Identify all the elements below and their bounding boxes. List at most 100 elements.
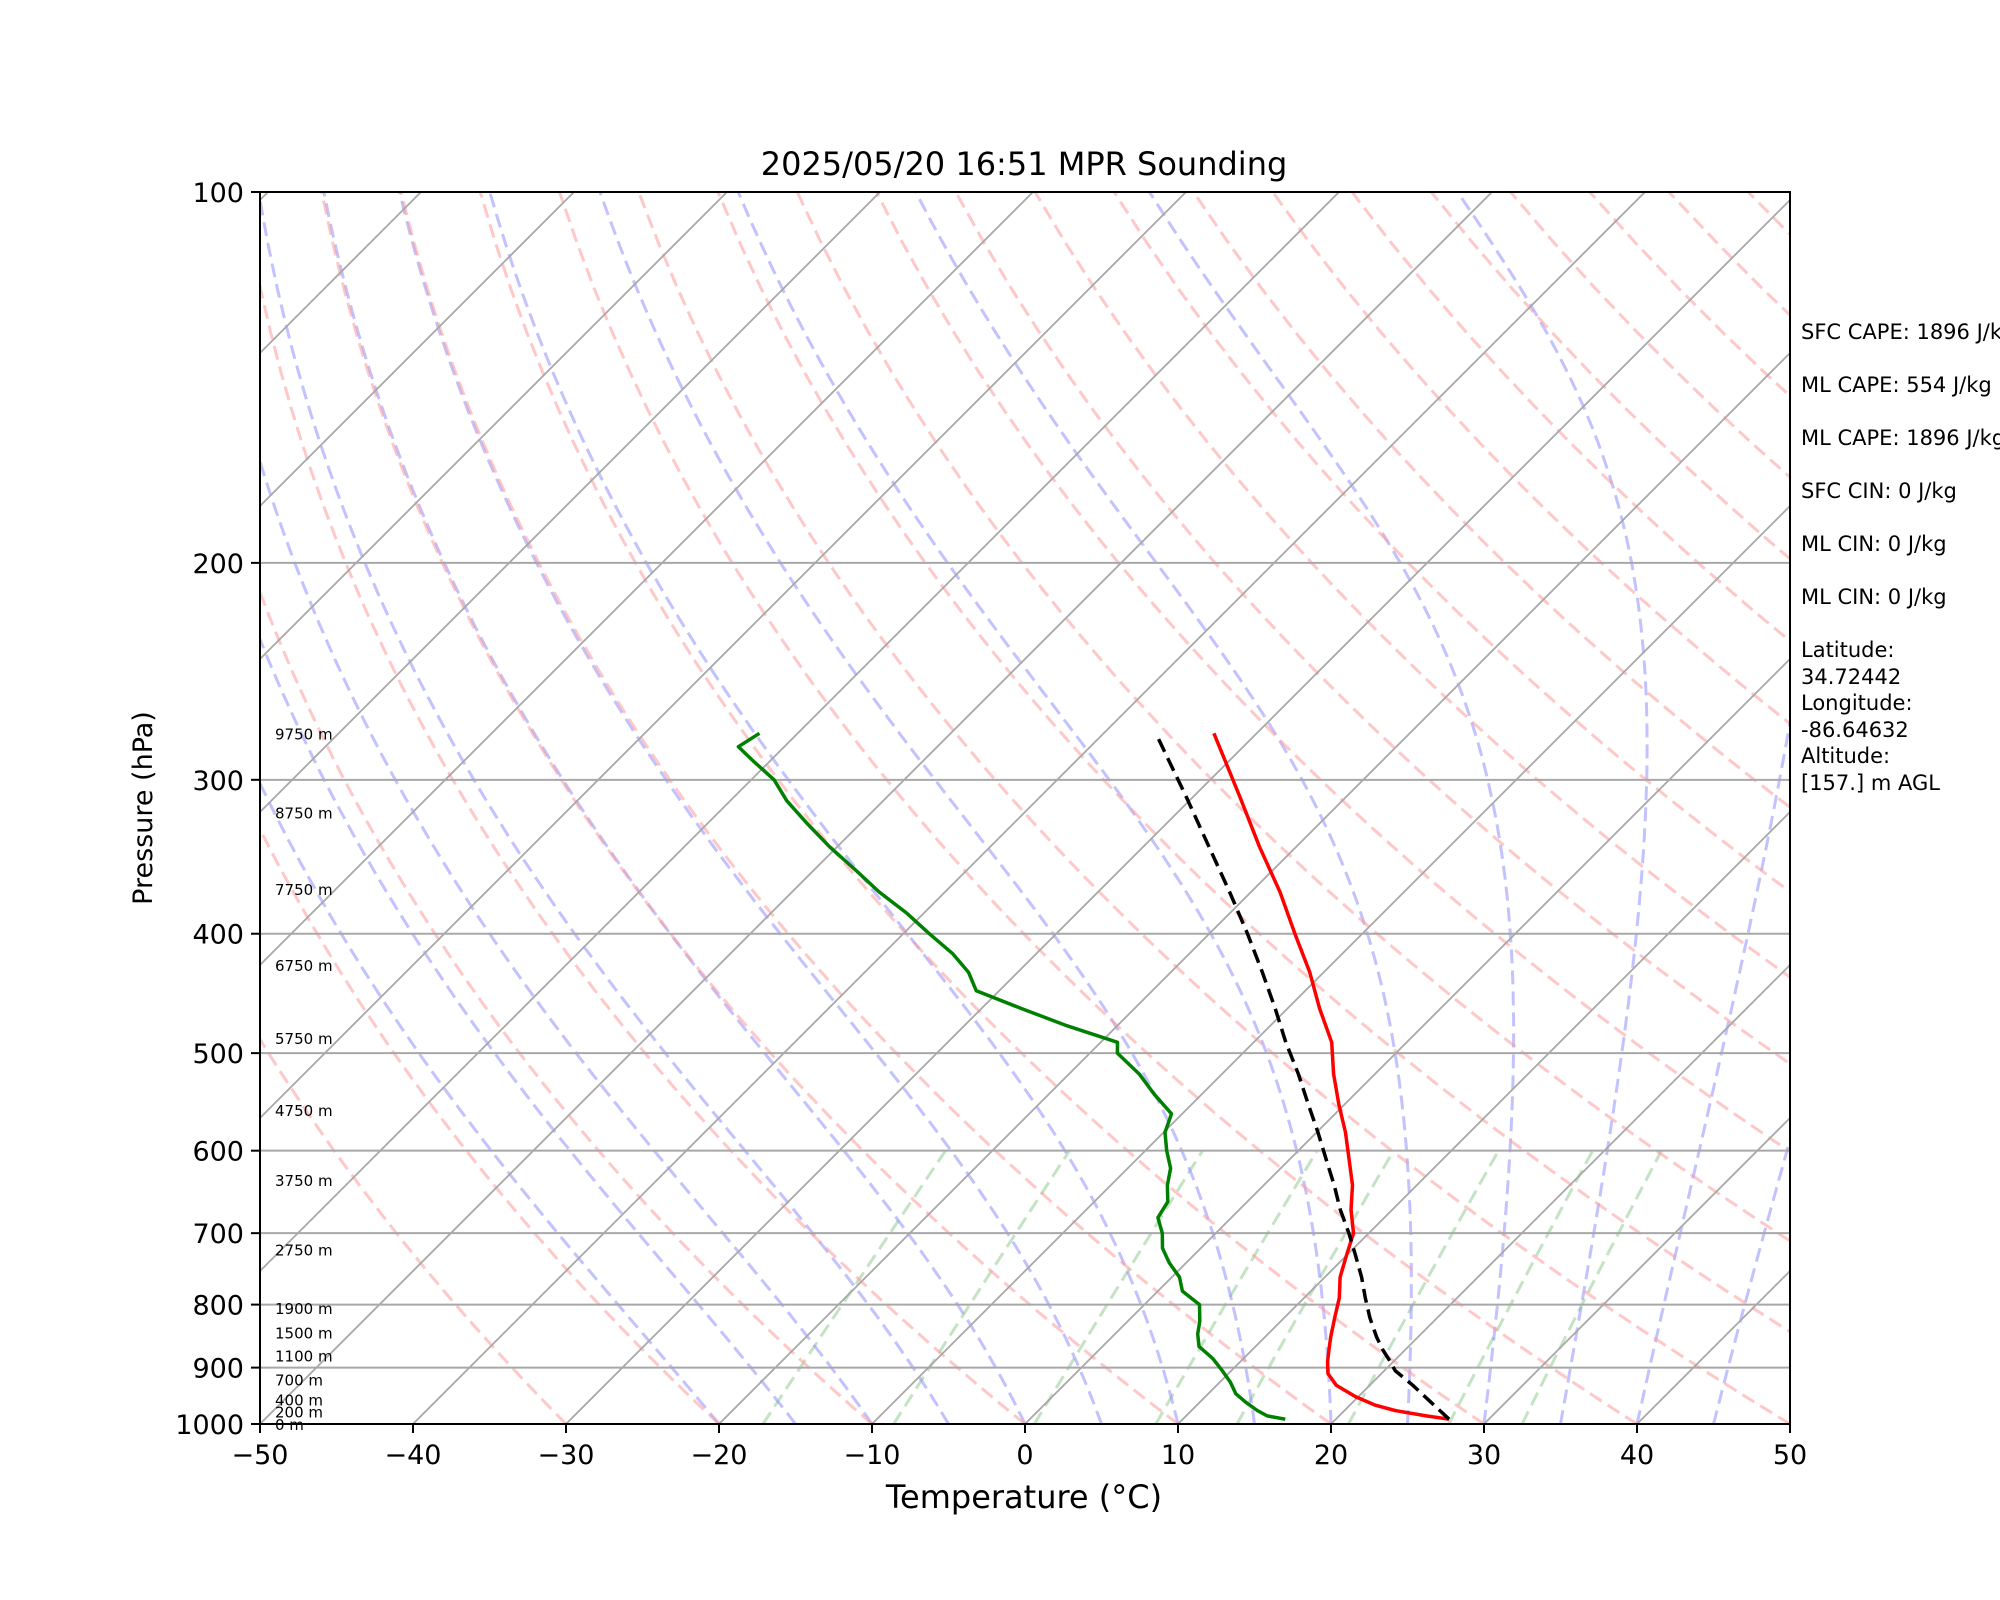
y-tick-label: 200 <box>192 549 244 580</box>
dry-adiabat-line <box>716 192 1790 1334</box>
profile-series <box>736 731 1451 1421</box>
isobars <box>260 561 1790 1369</box>
isotherm-line <box>260 192 575 508</box>
moist-adiabat-line <box>260 779 721 1424</box>
dry-adiabat-line <box>320 192 1179 1424</box>
isotherm-line <box>260 192 881 814</box>
y-tick-label: 600 <box>192 1137 244 1168</box>
isotherm-line <box>260 192 1187 1120</box>
parameter-annotation: ML CAPE: 1896 J/kg <box>1801 426 2000 450</box>
dry-adiabat-line <box>875 192 1790 1154</box>
moist-adiabat-line <box>1456 192 1649 1424</box>
parcel-profile-line <box>1154 732 1451 1421</box>
y-axis-label: Pressure (hPa) <box>128 711 159 905</box>
isotherm-line <box>1483 1116 1790 1424</box>
dry-adiabats <box>260 192 1790 1424</box>
x-tick-label: −40 <box>385 1440 442 1471</box>
y-tick-label: 300 <box>192 766 244 797</box>
height-label: 1100 m <box>275 1348 333 1366</box>
dry-adiabat-line <box>954 192 1790 1066</box>
height-label: 1500 m <box>275 1325 333 1343</box>
parameter-annotation: Latitude: 34.72442 <box>1801 638 1901 689</box>
y-tick-label: 100 <box>192 178 244 209</box>
mixing-ratio-line <box>761 1149 947 1424</box>
isotherm-line <box>1330 963 1790 1424</box>
height-label: 8750 m <box>275 805 333 823</box>
moist-adiabat-line <box>914 192 1413 1424</box>
parameter-annotation: SFC CAPE: 1896 J/kg <box>1801 320 2000 344</box>
x-tick-label: −50 <box>232 1440 289 1471</box>
isotherm-line <box>871 504 1790 1424</box>
isotherms <box>260 192 1790 1424</box>
moist-adiabat-line <box>1148 192 1516 1424</box>
isotherm-line <box>1024 657 1790 1424</box>
height-label: 6750 m <box>275 957 333 975</box>
x-tick-label: 40 <box>1620 1440 1654 1471</box>
parameter-annotation: ML CAPE: 554 J/kg <box>1801 373 1992 397</box>
moist-adiabat-line <box>322 192 1027 1424</box>
height-label: 2750 m <box>275 1242 333 1260</box>
x-axis-label: Temperature (°C) <box>885 1478 1162 1516</box>
dry-adiabat-line <box>637 192 1790 1424</box>
y-tick-label: 900 <box>192 1354 244 1385</box>
y-tick-label: 500 <box>192 1039 244 1070</box>
dry-adiabat-line <box>478 192 1485 1424</box>
parameter-annotation: Longitude: -86.64632 <box>1801 691 1913 742</box>
moist-adiabat-line <box>488 192 1180 1424</box>
moist-adiabat-line <box>260 456 874 1424</box>
height-label: 5750 m <box>275 1030 333 1048</box>
y-axis-ticks: 100 200 300 400 500 600 700 800 900 1000 <box>175 178 260 1441</box>
dewpoint-profile-line <box>736 731 1286 1421</box>
x-tick-label: 20 <box>1314 1440 1348 1471</box>
dry-adiabat-line <box>260 826 721 1424</box>
y-tick-label: 700 <box>192 1219 244 1250</box>
dry-adiabat-line <box>558 192 1638 1424</box>
moist-adiabats <box>260 192 1790 1424</box>
x-tick-label: 10 <box>1161 1440 1195 1471</box>
height-label: 9750 m <box>275 725 333 743</box>
moist-adiabat-line <box>1712 1134 1790 1424</box>
y-tick-label: 400 <box>192 920 244 951</box>
isotherm-line <box>565 198 1790 1424</box>
temperature-profile-line <box>1212 732 1450 1421</box>
isotherm-line <box>260 192 728 661</box>
height-label: 400 m <box>275 1391 323 1409</box>
moist-adiabat-line <box>736 192 1333 1424</box>
x-tick-label: 50 <box>1773 1440 1807 1471</box>
moist-adiabat-line <box>260 635 797 1424</box>
parameter-annotation: ML CIN: 0 J/kg <box>1801 532 1947 556</box>
dry-adiabat-line <box>260 278 1026 1424</box>
dry-adiabat-line <box>795 192 1790 1243</box>
plot-area <box>260 192 1790 1424</box>
dry-adiabat-line <box>1112 192 1790 894</box>
x-tick-label: −10 <box>844 1440 901 1471</box>
x-tick-label: 0 <box>1016 1440 1033 1471</box>
y-tick-label: 1000 <box>175 1410 244 1441</box>
parameter-annotation: SFC CIN: 0 J/kg <box>1801 479 1957 503</box>
height-label: 4750 m <box>275 1102 333 1120</box>
height-label: 7750 m <box>275 881 333 899</box>
x-axis-ticks: −50 −40 −30 −20 −10 0 10 20 30 40 50 <box>232 1424 1807 1471</box>
moist-adiabat-line <box>598 192 1256 1424</box>
mixing-ratio-line <box>892 1149 1071 1424</box>
chart-title: 2025/05/20 16:51 MPR Sounding <box>761 145 1288 183</box>
isotherm-line <box>1177 810 1790 1424</box>
isotherm-line <box>260 192 1034 967</box>
dry-adiabat-line <box>1271 192 1790 726</box>
y-tick-label: 800 <box>192 1291 244 1322</box>
sounding-parameters: SFC CAPE: 1896 J/kg ML CAPE: 554 J/kg ML C… <box>1801 320 2000 795</box>
x-tick-label: −30 <box>538 1440 595 1471</box>
height-label: 3750 m <box>275 1172 333 1190</box>
x-tick-label: −20 <box>691 1440 748 1471</box>
parameter-annotation: ML CIN: 0 J/kg <box>1801 585 1947 609</box>
moist-adiabat-line <box>398 192 1103 1424</box>
dry-adiabat-line <box>1033 192 1790 980</box>
isotherm-line <box>718 351 1790 1424</box>
isotherm-line <box>412 192 1646 1424</box>
parameter-annotation: Altitude: [157.] m AGL <box>1801 744 1940 795</box>
isotherm-line <box>260 192 1493 1424</box>
moist-adiabat-line <box>260 192 950 1424</box>
height-label: 200 m <box>275 1404 323 1422</box>
